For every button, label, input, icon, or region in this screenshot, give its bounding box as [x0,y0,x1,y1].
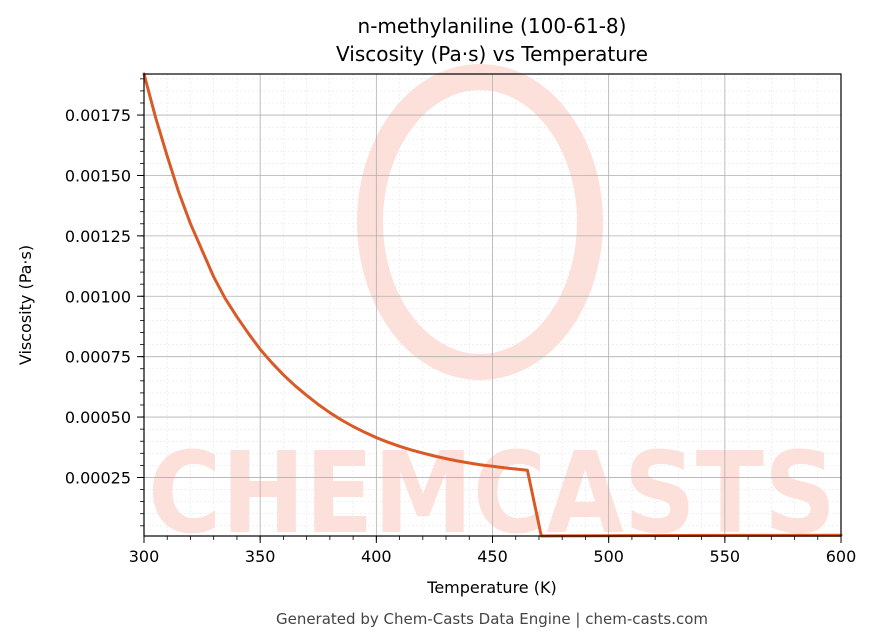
x-tick-labels: 300 350 400 450 500 550 600 [129,547,857,566]
footer-credit: Generated by Chem-Casts Data Engine | ch… [276,610,708,628]
chart-subtitle: Viscosity (Pa·s) vs Temperature [336,42,648,66]
watermark-ring [357,64,603,380]
axis-ticks [137,78,842,543]
major-grid [143,74,842,536]
chart-title: n-methylaniline (100-61-8) [358,14,627,38]
watermark: CHEMCASTS [148,64,836,559]
series-layer [142,72,843,538]
y-tick-label: 0.00125 [65,227,131,246]
y-tick-label: 0.00025 [65,468,131,487]
x-tick-label: 350 [245,547,276,566]
y-tick-labels: 0.00025 0.00050 0.00075 0.00100 0.00125 0.001… [65,106,131,487]
x-tick-label: 400 [361,547,392,566]
x-tick-label: 550 [710,547,741,566]
x-tick-label: 500 [593,547,624,566]
y-tick-label: 0.00100 [65,287,131,306]
y-axis-label: Viscosity (Pa·s) [16,245,35,365]
y-tick-label: 0.00075 [65,348,131,367]
x-tick-label: 600 [826,547,857,566]
x-tick-label: 300 [129,547,160,566]
x-axis-label: Temperature (K) [426,578,556,597]
x-tick-label: 450 [477,547,508,566]
y-tick-label: 0.00175 [65,106,131,125]
y-tick-label: 0.00050 [65,408,131,427]
viscosity-line [142,72,843,538]
y-tick-label: 0.00150 [65,166,131,185]
